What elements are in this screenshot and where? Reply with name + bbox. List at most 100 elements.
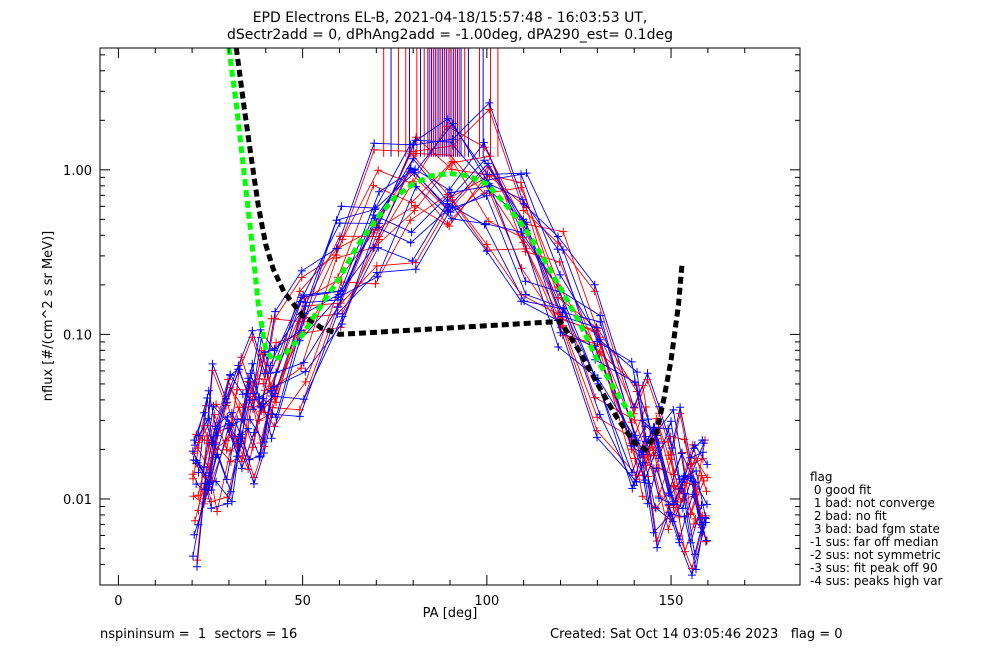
x-tick-label: 150 — [659, 594, 684, 609]
blue-data-point — [335, 219, 344, 228]
blue-data-point — [369, 211, 378, 219]
red-data-point — [411, 201, 420, 210]
blue-data-point — [371, 204, 380, 213]
blue-data-point — [596, 317, 605, 326]
blue-data-point — [235, 432, 244, 441]
red-data-point — [691, 515, 700, 523]
legend-item: -2 sus: not symmetric — [810, 548, 941, 562]
blue-data-point — [334, 290, 343, 299]
blue-data-point — [259, 394, 268, 403]
red-series-line — [192, 181, 707, 542]
blue-data-point — [654, 454, 663, 463]
blue-data-point — [199, 408, 208, 417]
blue-data-point — [255, 453, 264, 462]
blue-data-point — [209, 402, 218, 411]
blue-data-point — [521, 290, 530, 299]
blue-data-point — [522, 169, 531, 178]
blue-data-point — [250, 428, 258, 437]
red-data-point — [295, 287, 304, 296]
blue-data-point — [690, 550, 699, 559]
blue-data-point — [519, 199, 528, 208]
red-data-point — [272, 338, 281, 347]
x-tick-label: 100 — [474, 594, 499, 609]
red-data-point — [374, 166, 383, 175]
blue-data-point — [595, 335, 604, 344]
red-data-point — [260, 408, 268, 417]
blue-data-point — [204, 486, 213, 495]
blue-data-point — [633, 368, 641, 377]
red-data-point — [638, 492, 647, 501]
blue-data-point — [373, 272, 382, 281]
black-fit-curve — [233, 47, 685, 453]
blue-data-point — [559, 304, 568, 313]
blue-data-point — [250, 479, 258, 488]
blue-data-point — [628, 484, 637, 493]
blue-data-point — [297, 266, 306, 275]
blue-data-point — [643, 499, 652, 508]
blue-data-point — [649, 423, 658, 432]
blue-data-point — [226, 487, 235, 496]
blue-data-point — [664, 500, 673, 509]
blue-data-point — [332, 244, 341, 253]
blue-data-point — [679, 472, 688, 481]
blue-data-point — [702, 536, 711, 545]
blue-data-point — [301, 302, 310, 311]
blue-data-point — [667, 417, 675, 426]
blue-data-point — [299, 291, 308, 300]
blue-data-point — [643, 369, 652, 378]
blue-data-point — [370, 139, 379, 148]
red-data-point — [371, 279, 380, 288]
blue-data-point — [687, 474, 696, 483]
blue-series-line — [193, 141, 708, 505]
legend-item: 2 bad: no fit — [810, 509, 887, 523]
blue-data-point — [255, 393, 264, 402]
blue-data-point — [248, 359, 257, 368]
blue-series-line — [196, 205, 707, 577]
blue-series-line — [194, 118, 703, 477]
blue-data-point — [664, 424, 673, 433]
blue-data-point — [189, 552, 197, 561]
red-data-point — [554, 293, 563, 302]
blue-data-point — [482, 247, 491, 256]
blue-data-point — [409, 154, 418, 163]
blue-data-point — [190, 436, 199, 445]
blue-data-point — [703, 500, 711, 509]
blue-data-point — [559, 246, 567, 254]
blue-data-point — [271, 307, 280, 316]
blue-data-point — [192, 480, 201, 488]
blue-data-point — [223, 499, 232, 508]
blue-data-point — [688, 490, 697, 499]
blue-data-point — [213, 450, 222, 459]
blue-data-point — [692, 467, 701, 475]
blue-data-point — [201, 471, 210, 480]
blue-data-point — [226, 370, 235, 379]
blue-data-point — [227, 408, 236, 417]
blue-data-point — [698, 518, 707, 527]
blue-data-point — [443, 206, 452, 214]
red-series-line — [194, 193, 703, 552]
blue-data-point — [190, 530, 199, 539]
red-data-point — [690, 520, 698, 528]
blue-data-point — [189, 456, 198, 464]
legend-item: 1 bad: not converge — [810, 496, 935, 510]
blue-data-point — [249, 405, 257, 414]
blue-data-point — [191, 441, 199, 450]
blue-data-point — [517, 170, 525, 179]
blue-data-point — [249, 389, 257, 398]
y-tick-label: 1.00 — [63, 164, 92, 179]
blue-data-point — [193, 562, 201, 571]
blue-data-point — [369, 243, 378, 252]
blue-data-point — [333, 310, 342, 318]
blue-data-point — [669, 405, 678, 414]
blue-data-point — [556, 270, 565, 279]
legend-item: 0 good fit — [810, 483, 872, 497]
blue-series-line — [195, 162, 703, 525]
blue-data-point — [556, 328, 565, 337]
blue-data-point — [256, 402, 265, 411]
red-data-point — [664, 525, 673, 534]
blue-data-point — [688, 571, 696, 580]
blue-series-line — [197, 167, 702, 533]
blue-data-point — [338, 312, 347, 321]
blue-data-point — [266, 361, 275, 370]
blue-data-point — [234, 361, 243, 370]
